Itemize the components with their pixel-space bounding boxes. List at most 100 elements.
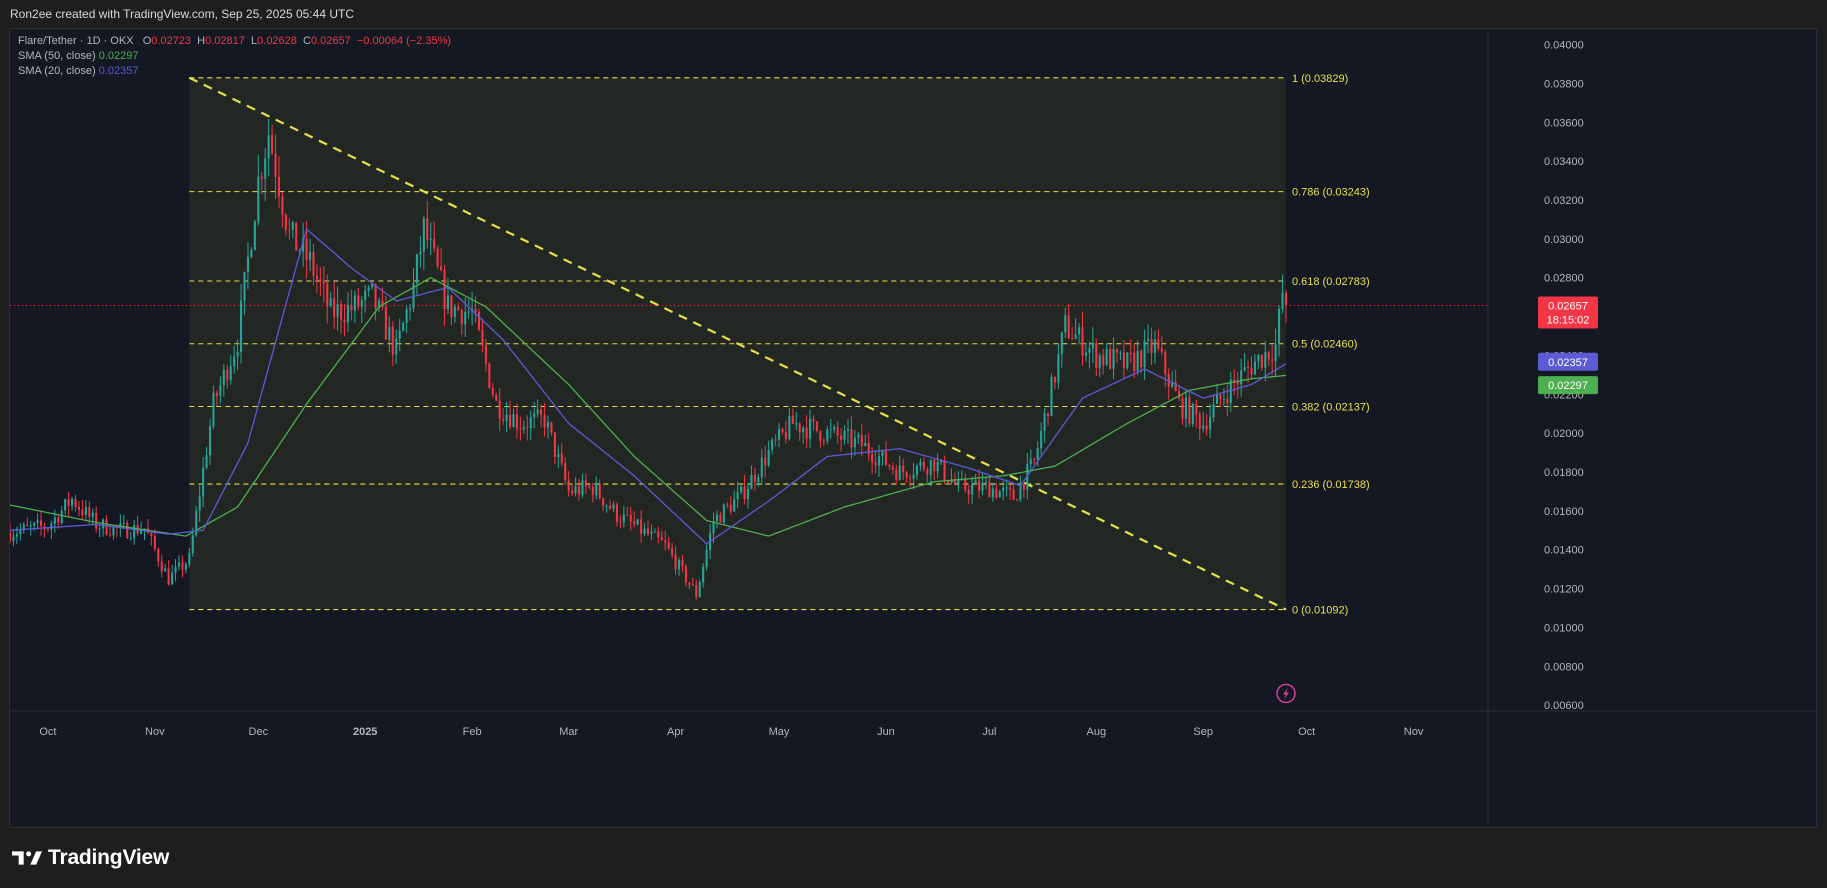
candle-body xyxy=(664,540,667,543)
candle-body xyxy=(840,435,843,440)
candle-body xyxy=(609,505,612,509)
candle-body xyxy=(812,419,815,422)
candle-body xyxy=(1171,382,1174,387)
candle-body xyxy=(774,439,777,441)
candle-body xyxy=(129,538,132,540)
candle-body xyxy=(457,306,460,310)
candle-body xyxy=(943,460,946,481)
y-tick-label: 0.03000 xyxy=(1544,234,1584,246)
candle-body xyxy=(177,562,181,567)
candle-body xyxy=(253,221,256,250)
candle-body xyxy=(1122,352,1125,368)
candle-body xyxy=(336,304,339,317)
y-tick-label: 0.02000 xyxy=(1544,428,1584,440)
candle-body xyxy=(1071,338,1074,340)
candle-body xyxy=(553,432,556,458)
candle-body xyxy=(702,566,705,583)
candle-body xyxy=(1188,397,1191,424)
x-tick-label: Dec xyxy=(249,726,269,738)
x-tick-label: May xyxy=(769,726,790,738)
candle-body xyxy=(326,283,329,307)
candle-body xyxy=(850,429,853,448)
candle-body xyxy=(1081,327,1084,356)
candle-body xyxy=(1184,397,1188,419)
candle-body xyxy=(1274,344,1277,361)
fib-level-label: 0 (0.01092) xyxy=(1292,605,1348,617)
candle-body xyxy=(1088,348,1091,353)
y-tick-label: 0.01400 xyxy=(1544,545,1584,557)
candle-body xyxy=(895,469,898,480)
candle-body xyxy=(1029,458,1032,465)
candle-body xyxy=(1078,327,1081,335)
candle-body xyxy=(964,478,967,490)
candle-body xyxy=(1057,353,1060,383)
candle-body xyxy=(1015,499,1019,501)
sma50-value: 0.02297 xyxy=(98,50,139,62)
candle-body xyxy=(50,523,53,530)
high-value: 0.02817 xyxy=(205,35,245,47)
candle-body xyxy=(353,295,356,311)
candle-body xyxy=(246,256,249,273)
tradingview-brand[interactable]: TradingView xyxy=(12,846,169,870)
x-tick-label: Feb xyxy=(463,726,482,738)
candle-body xyxy=(536,409,539,414)
candle-body xyxy=(12,536,15,541)
candle-body xyxy=(29,525,32,527)
chart-frame[interactable]: Flare/Tether · 1D · OKX O0.02723 H0.0281… xyxy=(9,28,1817,828)
candle-body xyxy=(929,459,932,475)
candle-body xyxy=(1022,484,1025,490)
candle-body xyxy=(602,498,605,506)
legend-sma20-row[interactable]: SMA (20, close) 0.02357 xyxy=(18,64,451,79)
candle-body xyxy=(822,440,825,442)
candle-body xyxy=(502,419,505,421)
candle-body xyxy=(1247,366,1250,368)
y-tick-label: 0.01600 xyxy=(1544,506,1584,518)
y-tick-label: 0.01800 xyxy=(1544,467,1584,479)
candle-body xyxy=(1067,315,1070,339)
legend-symbol-row[interactable]: Flare/Tether · 1D · OKX O0.02723 H0.0281… xyxy=(18,34,451,49)
candle-body xyxy=(533,413,536,418)
candle-body xyxy=(933,459,936,472)
y-tick-label: 0.04000 xyxy=(1544,40,1584,52)
candle-body xyxy=(571,490,574,494)
candle-body xyxy=(315,275,318,280)
candle-body xyxy=(760,457,763,478)
candle-body xyxy=(581,480,584,495)
candle-body xyxy=(312,252,315,276)
candle-body xyxy=(236,352,239,357)
candle-body xyxy=(833,427,836,430)
candle-body xyxy=(1236,382,1239,385)
candle-body xyxy=(443,270,446,310)
legend-sma50-row[interactable]: SMA (50, close) 0.02297 xyxy=(18,49,451,64)
candle-body xyxy=(388,326,391,340)
candle-body xyxy=(788,415,791,440)
candle-body xyxy=(764,457,767,466)
last-price-tag-bg xyxy=(1538,296,1598,329)
candle-body xyxy=(36,520,39,524)
candle-body xyxy=(512,414,515,427)
candle-body xyxy=(1198,414,1201,429)
candle-body xyxy=(126,522,129,539)
candle-body xyxy=(1219,394,1222,400)
candle-body xyxy=(436,248,439,267)
candle-body xyxy=(460,309,463,325)
candle-body xyxy=(60,510,63,523)
price-chart[interactable]: 1 (0.03829) 0.786 (0.03243) 0.618 (0.02783… xyxy=(10,29,1816,827)
candle-body xyxy=(1126,352,1129,368)
candle-body xyxy=(229,366,232,381)
candle-body xyxy=(1105,349,1108,365)
candle-body xyxy=(1050,376,1053,417)
x-tick-label: Jul xyxy=(982,726,996,738)
candle-body xyxy=(219,385,222,397)
candle-body xyxy=(405,309,408,323)
candle-body xyxy=(1064,315,1067,333)
candle-body xyxy=(84,506,87,515)
candle-body xyxy=(295,222,298,251)
lightning-icon[interactable] xyxy=(1276,683,1296,704)
candle-body xyxy=(750,474,753,490)
candle-body xyxy=(1181,398,1184,419)
candle-body xyxy=(726,504,729,506)
candle-body xyxy=(260,176,263,179)
candle-body xyxy=(778,428,781,440)
candle-body xyxy=(605,505,608,507)
